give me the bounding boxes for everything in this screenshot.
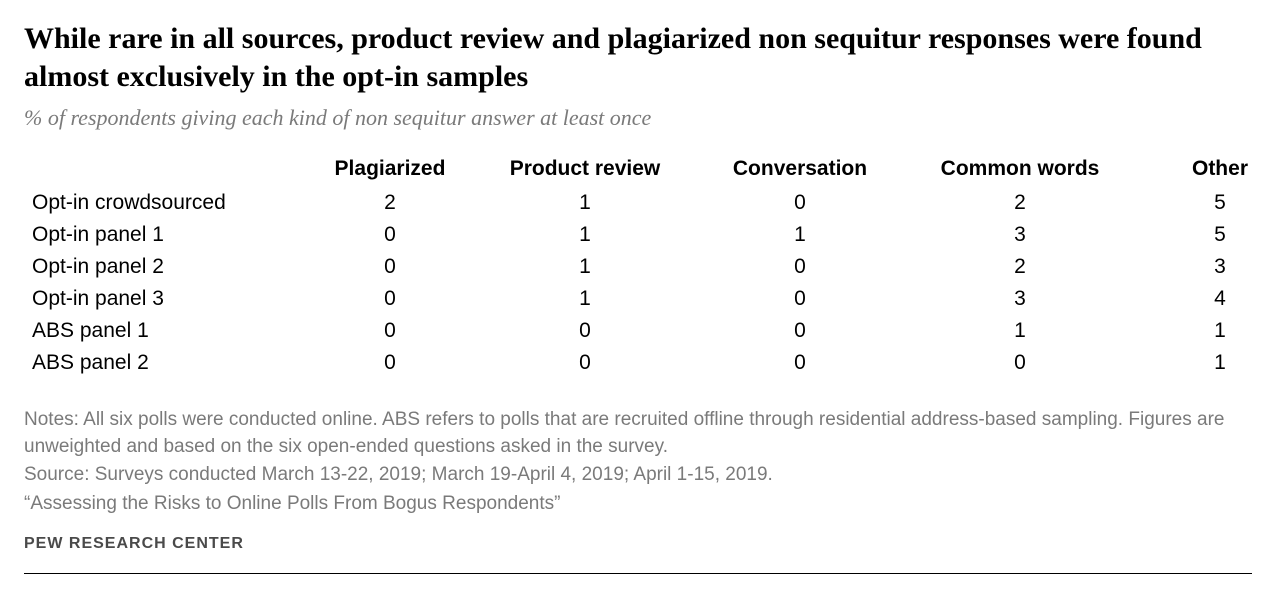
notes-block: Notes: All six polls were conducted onli… [24, 407, 1252, 517]
cell: 5 [1130, 187, 1276, 219]
cell: 1 [690, 219, 910, 251]
page-title: While rare in all sources, product revie… [24, 20, 1252, 95]
cell: 1 [1130, 315, 1276, 347]
table-row: Opt-in panel 1 0 1 1 3 5 [24, 219, 1276, 251]
col-header-conversation: Conversation [690, 153, 910, 187]
page-subtitle: % of respondents giving each kind of non… [24, 105, 1252, 131]
cell: 3 [1130, 251, 1276, 283]
cell: 3 [910, 219, 1130, 251]
table-row: ABS panel 2 0 0 0 0 1 [24, 347, 1276, 379]
col-header-blank [24, 153, 300, 187]
cell: 5 [1130, 219, 1276, 251]
cell: 3 [910, 283, 1130, 315]
row-label: ABS panel 1 [24, 315, 300, 347]
table-header-row: Plagiarized Product review Conversation … [24, 153, 1276, 187]
cell: 1 [480, 219, 690, 251]
table-row: Opt-in panel 3 0 1 0 3 4 [24, 283, 1276, 315]
row-label: ABS panel 2 [24, 347, 300, 379]
cell: 0 [300, 347, 480, 379]
cell: 2 [910, 251, 1130, 283]
notes-line: “Assessing the Risks to Online Polls Fro… [24, 491, 1252, 518]
col-header-other: Other [1130, 153, 1276, 187]
cell: 1 [480, 283, 690, 315]
cell: 0 [480, 347, 690, 379]
cell: 2 [910, 187, 1130, 219]
cell: 0 [690, 187, 910, 219]
cell: 0 [480, 315, 690, 347]
notes-line: Source: Surveys conducted March 13-22, 2… [24, 462, 1252, 489]
cell: 1 [480, 251, 690, 283]
col-header-product-review: Product review [480, 153, 690, 187]
org-label: PEW RESEARCH CENTER [24, 535, 1252, 553]
cell: 0 [690, 347, 910, 379]
cell: 0 [300, 219, 480, 251]
cell: 4 [1130, 283, 1276, 315]
row-label: Opt-in crowdsourced [24, 187, 300, 219]
cell: 1 [1130, 347, 1276, 379]
cell: 0 [690, 251, 910, 283]
cell: 0 [690, 283, 910, 315]
notes-line: Notes: All six polls were conducted onli… [24, 407, 1252, 460]
cell: 1 [480, 187, 690, 219]
cell: 0 [300, 283, 480, 315]
col-header-common-words: Common words [910, 153, 1130, 187]
cell: 1 [910, 315, 1130, 347]
col-header-plagiarized: Plagiarized [300, 153, 480, 187]
row-label: Opt-in panel 1 [24, 219, 300, 251]
row-label: Opt-in panel 2 [24, 251, 300, 283]
cell: 2 [300, 187, 480, 219]
table-row: Opt-in crowdsourced 2 1 0 2 5 [24, 187, 1276, 219]
cell: 0 [300, 251, 480, 283]
cell: 0 [690, 315, 910, 347]
bottom-rule [24, 573, 1252, 574]
cell: 0 [910, 347, 1130, 379]
cell: 0 [300, 315, 480, 347]
table-row: ABS panel 1 0 0 0 1 1 [24, 315, 1276, 347]
row-label: Opt-in panel 3 [24, 283, 300, 315]
table-row: Opt-in panel 2 0 1 0 2 3 [24, 251, 1276, 283]
data-table: Plagiarized Product review Conversation … [24, 153, 1276, 379]
